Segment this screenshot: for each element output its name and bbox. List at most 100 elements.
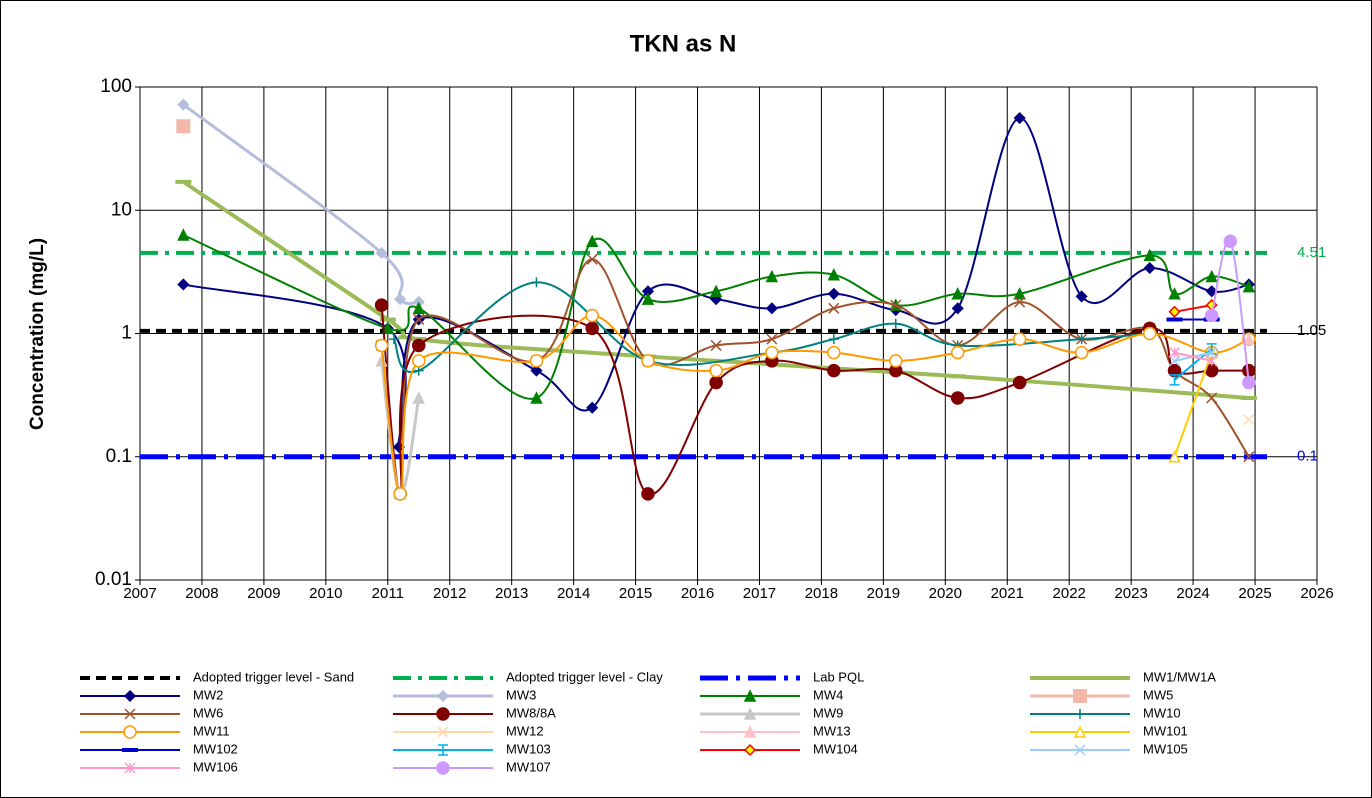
legend-label: MW3 xyxy=(506,687,536,702)
legend-marker xyxy=(436,761,450,775)
data-point xyxy=(412,354,426,368)
series-line xyxy=(1174,351,1212,362)
x-tick-label: 2015 xyxy=(619,585,652,602)
data-point xyxy=(176,119,191,134)
x-tick-label: 2017 xyxy=(743,585,776,602)
legend-marker xyxy=(436,689,450,703)
data-point xyxy=(827,345,841,360)
x-tick-label: 2021 xyxy=(991,585,1024,602)
x-tick-label: 2019 xyxy=(867,585,900,602)
data-point xyxy=(586,234,599,248)
legend-label: MW1/MW1A xyxy=(1143,669,1216,684)
y-tick-label: 1 xyxy=(121,323,132,344)
legend-label: MW2 xyxy=(193,687,223,702)
data-point xyxy=(530,364,543,377)
data-point xyxy=(1204,308,1219,323)
data-point xyxy=(1013,287,1026,300)
data-point xyxy=(641,292,655,305)
legend-label: MW11 xyxy=(193,723,230,738)
legend-marker xyxy=(123,725,137,739)
series-line xyxy=(182,103,419,306)
x-tick-label: 2009 xyxy=(247,585,280,602)
legend-label: Adopted trigger level - Sand xyxy=(193,669,354,684)
data-point xyxy=(1142,326,1157,341)
data-point xyxy=(709,363,723,378)
legend-marker xyxy=(1073,689,1087,703)
legend-label: MW103 xyxy=(506,741,551,756)
legend-label: MW5 xyxy=(1143,687,1173,702)
data-point xyxy=(1168,347,1181,359)
data-point xyxy=(1169,374,1180,386)
data-point xyxy=(1242,332,1256,345)
legend-label: MW10 xyxy=(1143,705,1181,720)
x-tick-label: 2018 xyxy=(805,585,838,602)
legend-marker xyxy=(123,689,137,703)
data-point xyxy=(827,268,841,281)
x-tick-label: 2011 xyxy=(372,585,404,602)
data-point xyxy=(1013,111,1026,125)
data-point xyxy=(890,299,902,311)
legend-label: MW4 xyxy=(813,687,843,702)
legend-marker xyxy=(743,689,757,702)
data-point xyxy=(394,293,407,306)
data-point xyxy=(766,333,778,345)
legend-label: MW101 xyxy=(1143,723,1188,738)
y-tick-label: 0.01 xyxy=(95,569,132,590)
legend-marker xyxy=(743,725,757,738)
data-point xyxy=(1168,287,1181,300)
data-point xyxy=(827,363,841,378)
data-point xyxy=(530,391,543,404)
data-point xyxy=(1168,355,1181,367)
data-point xyxy=(1205,269,1218,283)
data-point xyxy=(412,391,425,404)
data-point xyxy=(1168,305,1181,318)
legend-label: MW107 xyxy=(506,759,551,774)
data-point xyxy=(374,338,389,353)
data-point xyxy=(1074,345,1089,360)
data-point xyxy=(641,487,655,501)
legend-marker xyxy=(437,726,449,738)
data-point xyxy=(889,354,903,368)
x-tick-label: 2023 xyxy=(1114,585,1147,602)
x-tick-label: 2012 xyxy=(433,585,466,602)
legend-label: MW13 xyxy=(813,723,851,738)
data-point xyxy=(585,308,599,323)
x-tick-label: 2025 xyxy=(1238,585,1271,602)
data-point xyxy=(828,334,839,345)
data-point xyxy=(828,302,840,314)
data-point xyxy=(412,338,426,353)
data-point xyxy=(710,339,722,351)
data-point xyxy=(374,298,389,312)
data-point xyxy=(531,277,542,288)
y-tick-label: 10 xyxy=(111,199,132,220)
data-point xyxy=(1143,261,1156,275)
data-point xyxy=(1243,451,1255,463)
data-point xyxy=(1012,375,1027,390)
legend-marker xyxy=(436,707,450,721)
legend-marker xyxy=(1073,725,1087,738)
data-point xyxy=(412,301,425,315)
data-point xyxy=(1075,290,1088,303)
chart-title: TKN as N xyxy=(630,30,737,57)
x-tick-label: 2020 xyxy=(929,585,962,602)
data-point xyxy=(586,401,599,414)
reference-label: 4.51 xyxy=(1297,244,1326,261)
data-point xyxy=(1223,234,1238,249)
reference-label: 0.1 xyxy=(1297,448,1318,465)
x-tick-label: 2013 xyxy=(495,585,528,602)
legend-label: MW8/8A xyxy=(506,705,556,720)
x-tick-label: 2014 xyxy=(557,585,590,602)
data-point xyxy=(529,354,544,368)
legend-label: MW6 xyxy=(193,705,223,720)
data-point xyxy=(709,375,723,390)
legend-label: MW102 xyxy=(193,741,238,756)
legend-marker xyxy=(1075,709,1085,719)
y-tick-label: 0.1 xyxy=(106,446,132,467)
data-point xyxy=(890,318,901,329)
x-tick-label: 2016 xyxy=(681,585,714,602)
data-point xyxy=(1076,334,1087,345)
data-point xyxy=(1242,279,1256,293)
data-point xyxy=(413,313,425,325)
data-point xyxy=(586,253,598,265)
data-point xyxy=(765,302,778,315)
